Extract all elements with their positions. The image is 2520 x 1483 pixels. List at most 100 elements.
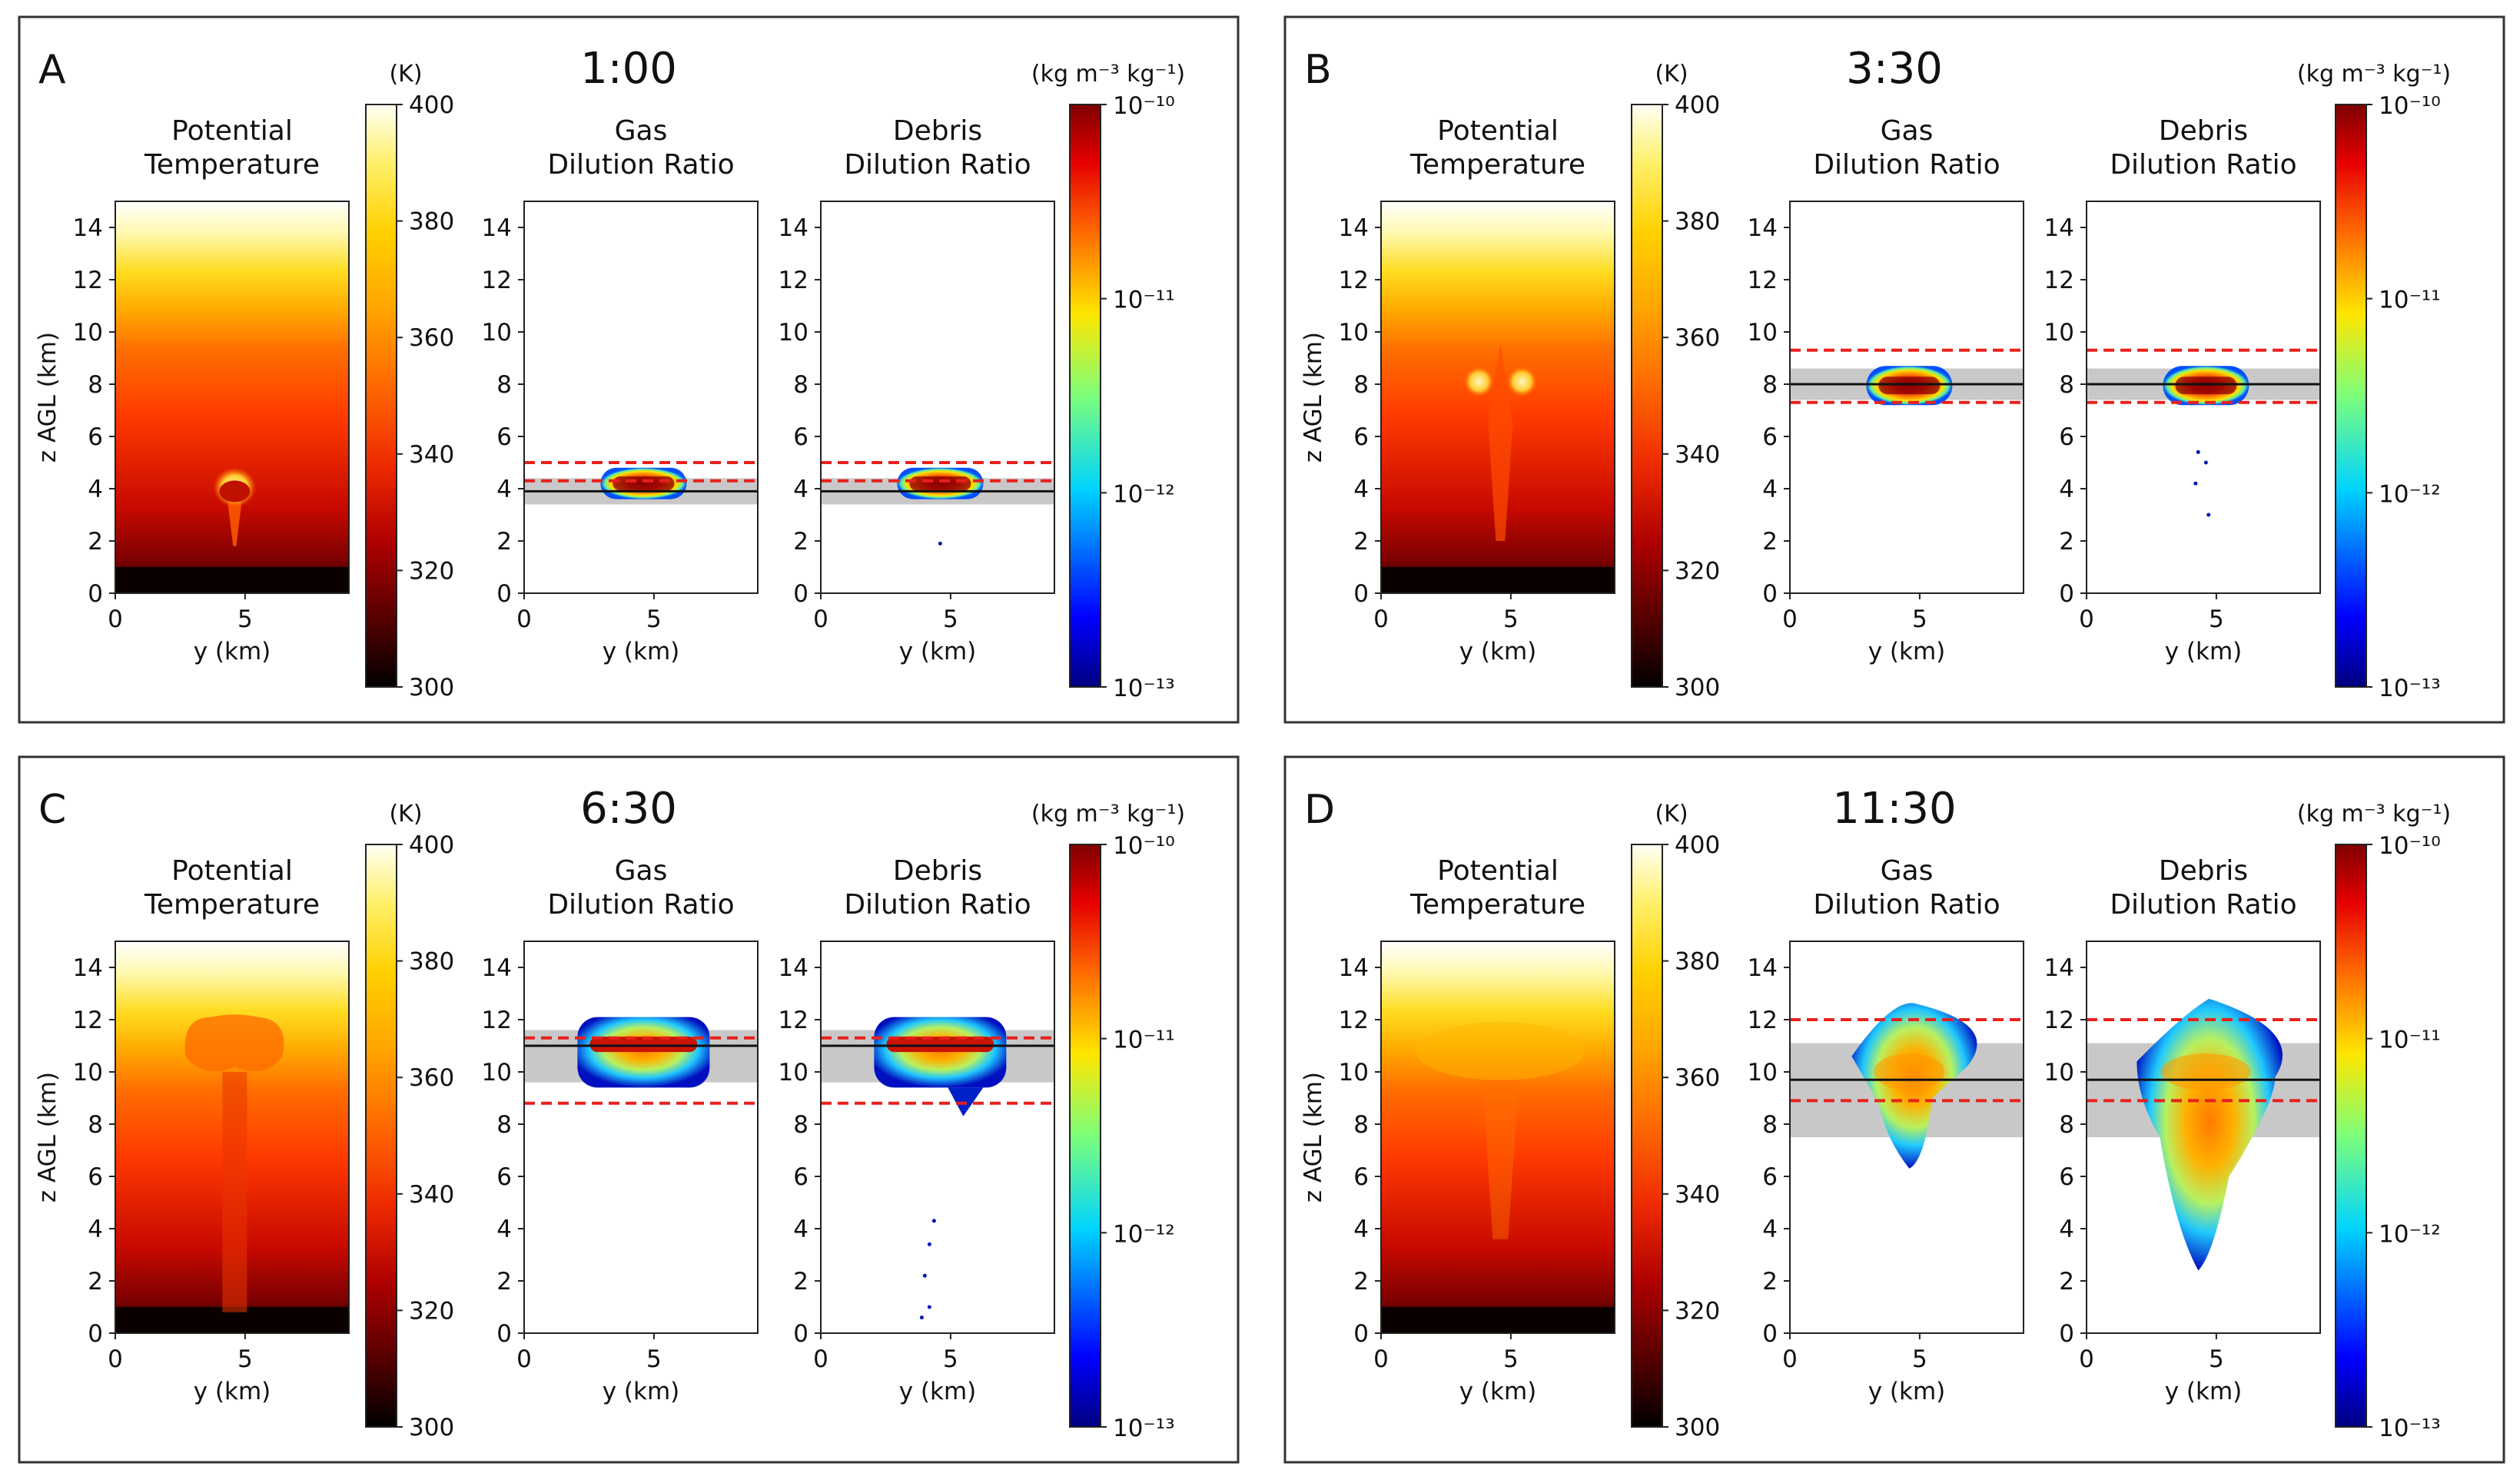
x-axis-label: y (km) [1459,1378,1537,1405]
y-tick-label: 6 [793,423,808,451]
colorbar-unit: (kg m⁻³ kg⁻¹) [1031,61,1185,88]
axes-title-line1: Gas [615,115,668,147]
y-tick-label: 2 [1353,528,1369,556]
colorbar-tick-label: 400 [1675,831,1720,859]
y-tick-label: 4 [793,1216,808,1243]
y-tick-label: 12 [779,1007,808,1034]
colorbar-tick-label: 10⁻¹² [2379,1220,2441,1248]
axes-background [821,201,1054,593]
colorbar-tick-label: 340 [1675,1181,1720,1209]
axes-title-line2: Dilution Ratio [2110,889,2296,921]
panel-frame [1283,15,2505,724]
plume-core [2161,1053,2251,1090]
y-tick-label: 2 [88,1268,103,1296]
colorbar-unit: (K) [1655,61,1688,88]
axes-title-line1: Debris [893,855,982,887]
x-tick-label: 0 [516,1345,532,1373]
axes-title-line1: Potential [1437,855,1559,887]
colorbar-tick-label: 360 [409,324,454,352]
y-tick-label: 4 [1762,476,1778,503]
y-tick-label: 12 [1748,1007,1778,1034]
time-label: 3:30 [1846,44,1943,94]
y-tick-label: 4 [1762,1216,1778,1243]
debris-particle [2206,513,2211,517]
y-tick-label: 12 [1748,267,1778,294]
x-tick-label: 0 [108,1345,123,1373]
bubble-core [219,480,251,503]
panel-frame [18,15,1240,724]
x-axis-label: y (km) [2165,1378,2243,1405]
axes-frame [1380,941,1615,1334]
x-axis-label: y (km) [899,1378,977,1405]
axes-frame [2086,941,2321,1334]
colorbar-tick-label: 10⁻¹⁰ [1113,832,1175,860]
axes-frame [820,941,1055,1334]
y-tick-label: 8 [88,371,103,399]
x-tick-label: 5 [1503,1345,1519,1373]
y-tick-label: 10 [73,1059,103,1087]
y-tick-label: 6 [793,1163,808,1191]
y-tick-label: 8 [1353,1111,1369,1139]
x-axis-label: y (km) [1868,638,1946,665]
colorbar-tick-label: 360 [409,1064,454,1092]
axes-background [524,201,758,593]
colorbar-gradient [365,104,397,688]
axes-frame [1789,941,2024,1334]
debris-particle [938,541,942,546]
temperature-colorbar: (K) 400 380 360 340 320 300 [365,61,454,702]
y-axis-label: z AGL (km) [34,332,61,463]
plume-stem [222,1072,247,1312]
colorbar-tick-label: 10⁻¹¹ [2379,287,2441,314]
y-tick-label: 14 [2044,214,2074,242]
x-tick-label: 5 [646,1345,662,1373]
x-tick-label: 5 [943,1345,958,1373]
panel-frame [18,755,1240,1464]
panel-frame [1283,755,2505,1464]
y-tick-label: 0 [88,1320,103,1348]
y-tick-label: 14 [1748,214,1778,242]
y-tick-label: 12 [73,1007,103,1034]
axes-title-line2: Temperature [1409,149,1585,181]
y-tick-label: 6 [1762,1163,1778,1191]
y-tick-label: 10 [2044,319,2074,347]
axes-title-line1: Potential [171,855,293,887]
dilution-colorbar: (kg m⁻³ kg⁻¹) 10⁻¹⁰ 10⁻¹¹ 10⁻¹² 10⁻¹³ [2297,801,2451,1442]
y-tick-label: 6 [2059,423,2074,451]
y-tick-label: 10 [1748,319,1778,347]
plume-core [2175,377,2237,395]
colorbar-tick-label: 360 [1675,1064,1720,1092]
axes-title-line2: Dilution Ratio [2110,149,2296,181]
y-tick-label: 10 [779,1059,808,1087]
mushroom-cap [184,1014,284,1072]
y-tick-label: 2 [496,528,512,556]
axes-frame [115,201,350,594]
axes-background [821,941,1054,1333]
y-tick-label: 6 [88,423,103,451]
x-tick-label: 0 [813,605,828,633]
y-tick-label: 14 [2044,954,2074,982]
axes-title-line1: Gas [1881,855,1934,887]
colorbar-unit: (K) [389,801,422,828]
theta-field [1381,941,1615,1333]
axes-frame [1380,201,1615,594]
panel-letter: A [38,47,66,93]
y-tick-label: 0 [496,580,512,608]
plume-core [1874,1053,1945,1090]
thermal-vortex [1463,366,1495,397]
axes-background [524,941,758,1333]
colorbar-tick-label: 340 [409,441,454,469]
y-tick-label: 2 [2059,528,2074,556]
dilution-colorbar: (kg m⁻³ kg⁻¹) 10⁻¹⁰ 10⁻¹¹ 10⁻¹² 10⁻¹³ [1031,61,1185,702]
axes-frame [523,941,759,1334]
colorbar-tick-label: 300 [409,1414,454,1442]
colorbar-tick-label: 380 [409,208,454,236]
y-tick-label: 2 [1762,1268,1778,1296]
axes-title-line2: Dilution Ratio [1813,149,2000,181]
y-tick-label: 12 [482,1007,512,1034]
